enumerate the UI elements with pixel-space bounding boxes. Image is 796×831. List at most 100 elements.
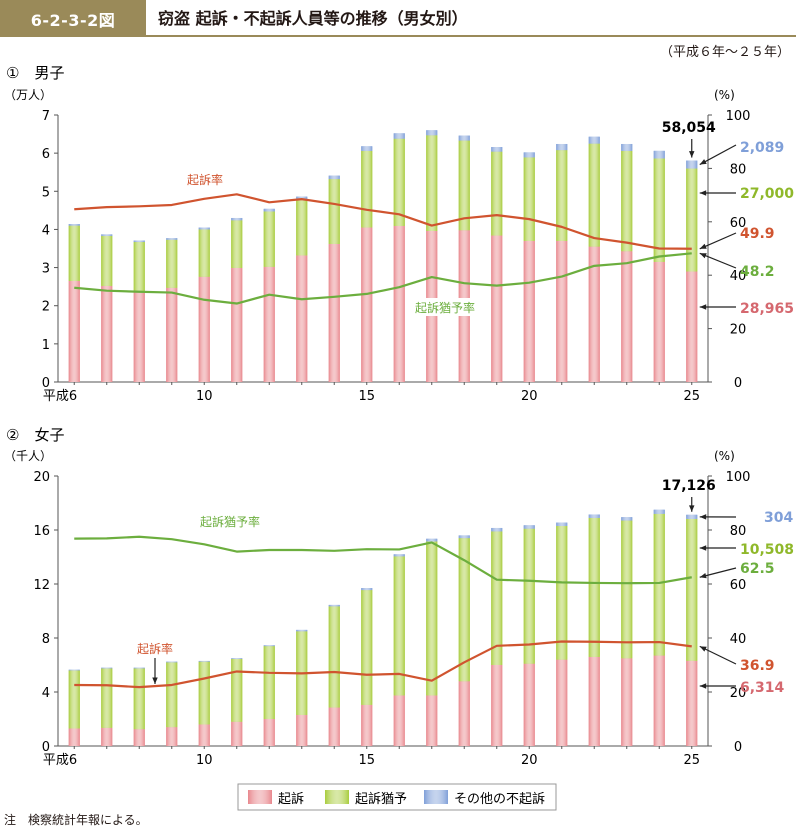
bar-highlight [361,588,372,590]
bar-highlight [524,152,535,157]
y-tick-label-right: 80 [730,524,747,539]
bar-highlight [231,722,242,746]
bar-highlight [134,292,145,382]
annotation-other: 2,089 [740,140,784,156]
annotation-prosecution: 6,314 [740,680,785,696]
bar-highlight [134,242,145,292]
bar-highlight [166,240,177,288]
bar-highlight [296,715,307,746]
arrow-prosecution-head [700,683,706,688]
bar-highlight [101,236,112,286]
bar-highlight [166,662,177,727]
bar-highlight [199,229,210,276]
arrow-prosecution-rate-label-head [152,678,157,684]
line-label-prosecution-rate: 起訴率 [187,172,223,187]
bar-highlight [199,662,210,725]
bar-highlight [686,519,697,661]
y-tick-label-left: 1 [42,338,50,353]
bar-highlight [134,240,145,242]
bar-highlight [101,668,112,669]
bar-highlight [621,658,632,746]
bar-highlight [654,262,665,382]
y-tick-label-right: 0 [734,740,742,755]
bar-highlight [166,662,177,663]
x-tick-label: 15 [358,389,375,404]
bar-highlight [329,176,340,179]
bar-highlight [329,708,340,746]
y-tick-label-right: 20 [730,323,747,338]
panel-title: ① 男子 [6,64,64,82]
footnote: 注 検察統計年報による。 [4,811,148,828]
bar-highlight [426,541,437,695]
bar-highlight [394,133,405,138]
y-tick-label-left: 7 [42,109,50,124]
bar-highlight [459,141,470,231]
bar-highlight [166,727,177,746]
bar-highlight [491,147,502,152]
bar-highlight [589,657,600,746]
legend-label-2: 起訴猶予 [355,791,407,807]
bar-highlight [686,661,697,746]
bar-highlight [589,137,600,144]
y-axis-title-right: (%) [714,449,735,463]
bar-highlight [654,656,665,746]
line-label-prosecution-rate: 起訴率 [137,641,173,656]
legend: 起訴起訴猶予その他の不起訴 [238,784,556,810]
bar-highlight [361,146,372,151]
y-axis-title-right: (%) [714,88,735,102]
bar-highlight [686,272,697,382]
bar-highlight [686,161,697,169]
bar-highlight [491,236,502,382]
y-tick-label-right: 80 [730,162,747,177]
bar-highlight [166,238,177,240]
bar-highlight [621,521,632,659]
x-tick-label: 15 [358,753,375,768]
x-tick-label: 25 [683,389,700,404]
bar-highlight [199,724,210,746]
y-tick-label-left: 6 [42,147,50,162]
bar-highlight [199,661,210,662]
bar-highlight [264,212,275,267]
annotation-total: 58,054 [662,120,716,136]
annotation-suspension-rate: 48.2 [740,264,775,280]
bar-highlight [134,729,145,746]
bar-highlight [524,525,535,528]
annotation-total: 17,126 [662,478,716,494]
bar-highlight [491,665,502,746]
bar-highlight [231,659,242,722]
bar-highlight [589,518,600,657]
x-tick-label: 10 [196,389,213,404]
legend-label-1: 起訴 [278,791,304,807]
bar-highlight [231,220,242,268]
bar-highlight [166,288,177,382]
bar-highlight [296,630,307,631]
bar-highlight [296,255,307,382]
x-tick-label: 20 [521,389,538,404]
bar-highlight [556,660,567,746]
y-tick-label-right: 60 [730,578,747,593]
y-tick-label-left: 4 [42,686,50,701]
bar-highlight [264,719,275,746]
arrow-prosecution-head [700,304,706,309]
bar-highlight [69,728,80,746]
bar-highlight [556,523,567,526]
arrow-suspension-head [700,545,706,550]
bar-highlight [361,151,372,228]
bar-highlight [426,695,437,746]
bar-highlight [524,664,535,746]
bar-highlight [199,277,210,382]
bar-highlight [264,646,275,719]
bar-highlight [101,728,112,746]
bar-highlight [654,510,665,514]
y-tick-label-right: 0 [734,376,742,391]
bar-highlight [264,267,275,382]
y-tick-label-left: 20 [33,470,50,485]
y-axis-title-left: （千人） [4,449,52,463]
x-tick-label: 20 [521,753,538,768]
bar-highlight [621,151,632,251]
bar-highlight [426,539,437,542]
bar-highlight [686,515,697,519]
bar-highlight [101,234,112,236]
bar-highlight [556,526,567,660]
